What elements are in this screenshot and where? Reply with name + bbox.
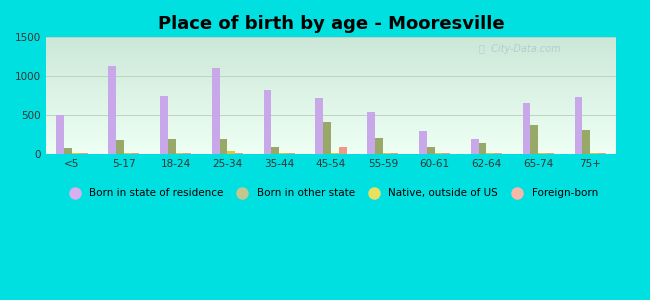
Bar bbox=[523, 103, 530, 154]
Bar bbox=[339, 147, 346, 154]
Bar bbox=[419, 131, 427, 154]
Bar bbox=[383, 153, 391, 154]
Bar bbox=[57, 115, 64, 154]
Bar bbox=[486, 153, 494, 154]
Bar bbox=[435, 153, 443, 154]
Bar bbox=[546, 153, 554, 154]
Bar bbox=[280, 153, 287, 154]
Text: ⓘ  City-Data.com: ⓘ City-Data.com bbox=[479, 44, 561, 54]
Bar bbox=[64, 148, 72, 154]
Bar bbox=[367, 112, 375, 154]
Bar bbox=[427, 147, 435, 154]
Bar bbox=[131, 153, 139, 154]
Bar bbox=[331, 153, 339, 154]
Bar bbox=[582, 130, 590, 154]
Bar bbox=[183, 153, 191, 154]
Bar bbox=[598, 153, 606, 154]
Bar bbox=[494, 153, 502, 154]
Bar bbox=[315, 98, 323, 154]
Bar bbox=[478, 143, 486, 154]
Bar bbox=[323, 122, 331, 154]
Bar bbox=[124, 153, 131, 154]
Bar bbox=[530, 125, 538, 154]
Bar bbox=[109, 66, 116, 154]
Bar bbox=[116, 140, 124, 154]
Bar bbox=[212, 68, 220, 154]
Bar bbox=[575, 97, 582, 154]
Bar bbox=[227, 151, 235, 154]
Legend: Born in state of residence, Born in other state, Native, outside of US, Foreign-: Born in state of residence, Born in othe… bbox=[60, 184, 602, 203]
Bar bbox=[72, 153, 80, 154]
Bar bbox=[375, 138, 383, 154]
Title: Place of birth by age - Mooresville: Place of birth by age - Mooresville bbox=[158, 15, 504, 33]
Bar bbox=[391, 153, 398, 154]
Bar bbox=[168, 139, 176, 154]
Bar bbox=[590, 153, 598, 154]
Bar bbox=[471, 139, 478, 154]
Bar bbox=[176, 153, 183, 154]
Bar bbox=[220, 139, 228, 154]
Bar bbox=[80, 153, 88, 154]
Bar bbox=[160, 96, 168, 154]
Bar bbox=[235, 153, 243, 154]
Bar bbox=[264, 90, 272, 154]
Bar bbox=[287, 153, 294, 154]
Bar bbox=[272, 147, 280, 154]
Bar bbox=[538, 153, 546, 154]
Bar bbox=[443, 153, 450, 154]
